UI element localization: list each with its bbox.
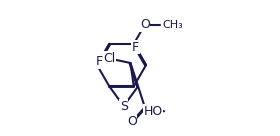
Text: Cl: Cl — [103, 52, 115, 65]
Text: O: O — [140, 18, 150, 31]
Text: CH₃: CH₃ — [162, 20, 183, 30]
Text: O: O — [127, 115, 137, 128]
Text: HO: HO — [143, 105, 163, 118]
Text: S: S — [120, 100, 128, 113]
Text: F: F — [132, 41, 139, 54]
Text: F: F — [95, 55, 102, 68]
